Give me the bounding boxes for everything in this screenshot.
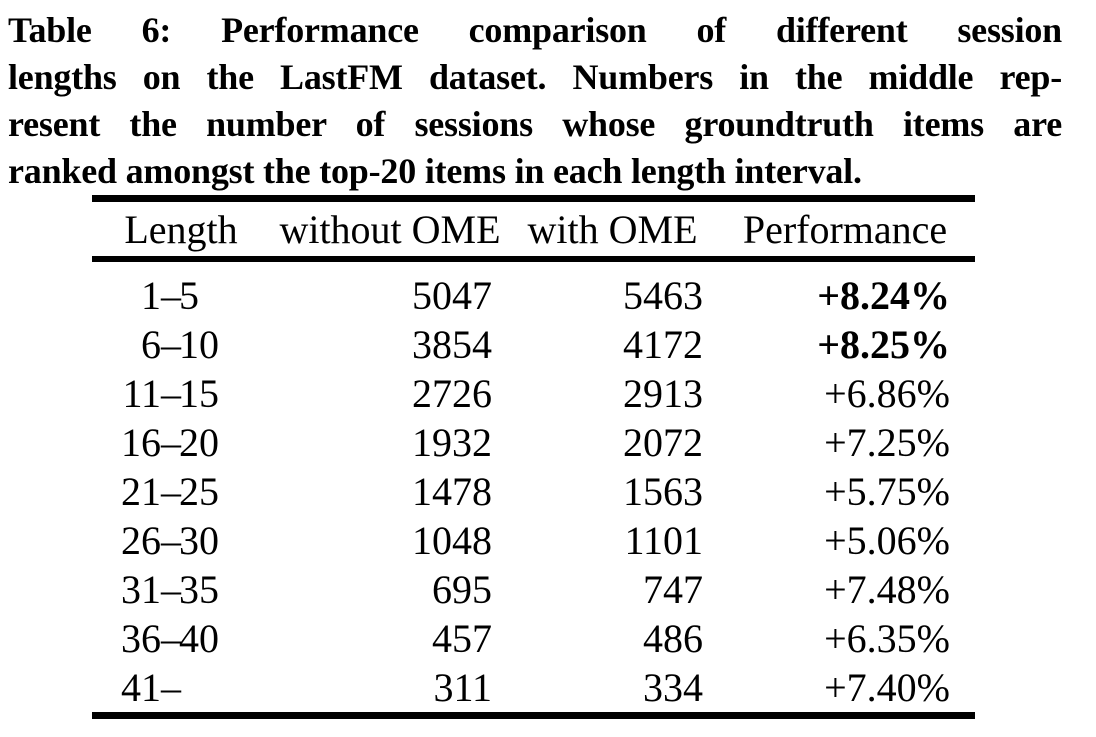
caption-line: ranked amongst the top-20 items in each … xyxy=(8,151,862,191)
length-from: 21 xyxy=(121,469,161,514)
length-from: 1 xyxy=(141,273,161,318)
table-row: 41– 311 334 +7.40% xyxy=(92,663,975,716)
length-from: 41 xyxy=(121,665,161,710)
length-to: 10 xyxy=(179,322,219,367)
table-row: 26–30 1048 1101 +5.06% xyxy=(92,516,975,565)
length-to: 15 xyxy=(179,371,219,416)
length-to: 40 xyxy=(179,616,219,661)
column-header-with-ome: with OME xyxy=(510,198,715,262)
table-row: 1–5 5047 5463 +8.24% xyxy=(92,259,975,320)
length-from: 31 xyxy=(121,567,161,612)
length-from: 16 xyxy=(121,420,161,465)
without-ome-cell: 5047 xyxy=(412,273,492,318)
with-ome-cell: 2072 xyxy=(623,420,703,465)
performance-cell: +8.24% xyxy=(817,273,950,318)
without-ome-cell: 1932 xyxy=(412,420,492,465)
performance-cell: +6.35% xyxy=(824,616,950,661)
with-ome-cell: 2913 xyxy=(623,371,703,416)
performance-cell: +5.06% xyxy=(824,518,950,563)
without-ome-cell: 1478 xyxy=(412,469,492,514)
length-dash: – xyxy=(161,518,181,563)
length-dash: – xyxy=(161,420,181,465)
table-row: 11–15 2726 2913 +6.86% xyxy=(92,369,975,418)
performance-cell: +6.86% xyxy=(824,371,950,416)
length-cell: 26–30 xyxy=(92,516,270,565)
length-cell: 1–5 xyxy=(92,259,270,320)
without-ome-cell: 2726 xyxy=(412,371,492,416)
length-to: 20 xyxy=(179,420,219,465)
length-to: 5 xyxy=(179,273,199,318)
length-dash: – xyxy=(161,273,181,318)
table-header-row: Length without OME with OME Performance xyxy=(92,198,975,262)
column-header-without-ome: without OME xyxy=(270,198,510,262)
length-cell: 16–20 xyxy=(92,418,270,467)
without-ome-cell: 695 xyxy=(432,567,492,612)
length-cell: 6–10 xyxy=(92,320,270,369)
without-ome-cell: 1048 xyxy=(412,518,492,563)
length-cell: 41– xyxy=(92,663,270,716)
with-ome-cell: 1563 xyxy=(623,469,703,514)
length-dash: – xyxy=(161,616,181,661)
length-from: 11 xyxy=(122,371,161,416)
length-to: 35 xyxy=(179,567,219,612)
performance-cell: +8.25% xyxy=(817,322,950,367)
session-length-performance-table: Length without OME with OME Performance … xyxy=(92,195,975,719)
length-dash: – xyxy=(161,371,181,416)
caption-line: lengths on the LastFM dataset. Numbers i… xyxy=(8,57,1062,97)
paper-table-figure: Table 6: Performance comparison of diffe… xyxy=(0,7,1096,737)
performance-cell: +5.75% xyxy=(824,469,950,514)
with-ome-cell: 5463 xyxy=(623,273,703,318)
performance-cell: +7.25% xyxy=(824,420,950,465)
length-from: 26 xyxy=(121,518,161,563)
performance-cell: +7.48% xyxy=(824,567,950,612)
performance-cell: +7.40% xyxy=(824,665,950,710)
with-ome-cell: 747 xyxy=(643,567,703,612)
column-header-length: Length xyxy=(92,198,270,262)
table-caption: Table 6: Performance comparison of diffe… xyxy=(8,7,1062,195)
table-row: 36–40 457 486 +6.35% xyxy=(92,614,975,663)
with-ome-cell: 4172 xyxy=(623,322,703,367)
length-dash: – xyxy=(161,665,181,710)
length-cell: 31–35 xyxy=(92,565,270,614)
caption-line: resent the number of sessions whose grou… xyxy=(8,104,1062,144)
without-ome-cell: 311 xyxy=(433,665,492,710)
without-ome-cell: 457 xyxy=(432,616,492,661)
table-row: 6–10 3854 4172 +8.25% xyxy=(92,320,975,369)
length-from: 6 xyxy=(141,322,161,367)
table-row: 16–20 1932 2072 +7.25% xyxy=(92,418,975,467)
with-ome-cell: 1101 xyxy=(624,518,703,563)
length-cell: 21–25 xyxy=(92,467,270,516)
length-dash: – xyxy=(161,322,181,367)
length-dash: – xyxy=(161,469,181,514)
length-cell: 11–15 xyxy=(92,369,270,418)
length-cell: 36–40 xyxy=(92,614,270,663)
table-row: 31–35 695 747 +7.48% xyxy=(92,565,975,614)
length-to: 30 xyxy=(179,518,219,563)
length-from: 36 xyxy=(121,616,161,661)
without-ome-cell: 3854 xyxy=(412,322,492,367)
length-to: 25 xyxy=(179,469,219,514)
table-row: 21–25 1478 1563 +5.75% xyxy=(92,467,975,516)
with-ome-cell: 486 xyxy=(643,616,703,661)
with-ome-cell: 334 xyxy=(643,665,703,710)
column-header-performance: Performance xyxy=(715,198,975,262)
caption-line: Table 6: Performance comparison of diffe… xyxy=(8,10,1062,50)
length-dash: – xyxy=(161,567,181,612)
